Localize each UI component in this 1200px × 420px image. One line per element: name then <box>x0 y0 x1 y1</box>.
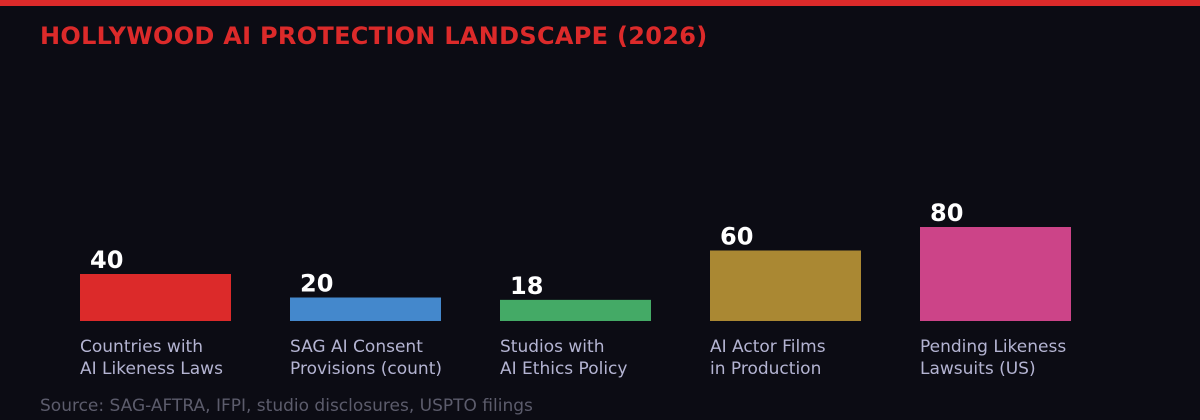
category-label: AI Actor Films <box>710 337 826 357</box>
bar <box>920 227 1071 321</box>
chart-title: HOLLYWOOD AI PROTECTION LANDSCAPE (2026) <box>40 22 708 50</box>
data-label: 18 <box>510 272 543 300</box>
source-note: Source: SAG-AFTRA, IFPI, studio disclosu… <box>40 396 533 416</box>
category-label: Lawsuits (US) <box>920 359 1036 379</box>
bar <box>500 299 651 321</box>
category-label: Studios with <box>500 337 604 357</box>
data-label: 20 <box>300 270 333 298</box>
category-label: Provisions (count) <box>290 359 442 379</box>
category-label: Countries with <box>80 337 203 357</box>
bar <box>80 274 231 321</box>
data-label: 40 <box>90 246 123 274</box>
category-label: in Production <box>710 359 821 379</box>
category-label: Pending Likeness <box>920 337 1066 357</box>
bar <box>710 250 861 321</box>
category-label: AI Ethics Policy <box>500 359 627 379</box>
bar <box>290 297 441 321</box>
category-label: SAG AI Consent <box>290 337 423 357</box>
data-label: 80 <box>930 199 963 227</box>
category-label: AI Likeness Laws <box>80 359 223 379</box>
top-accent-bar <box>0 0 1200 6</box>
data-label: 60 <box>720 223 753 251</box>
